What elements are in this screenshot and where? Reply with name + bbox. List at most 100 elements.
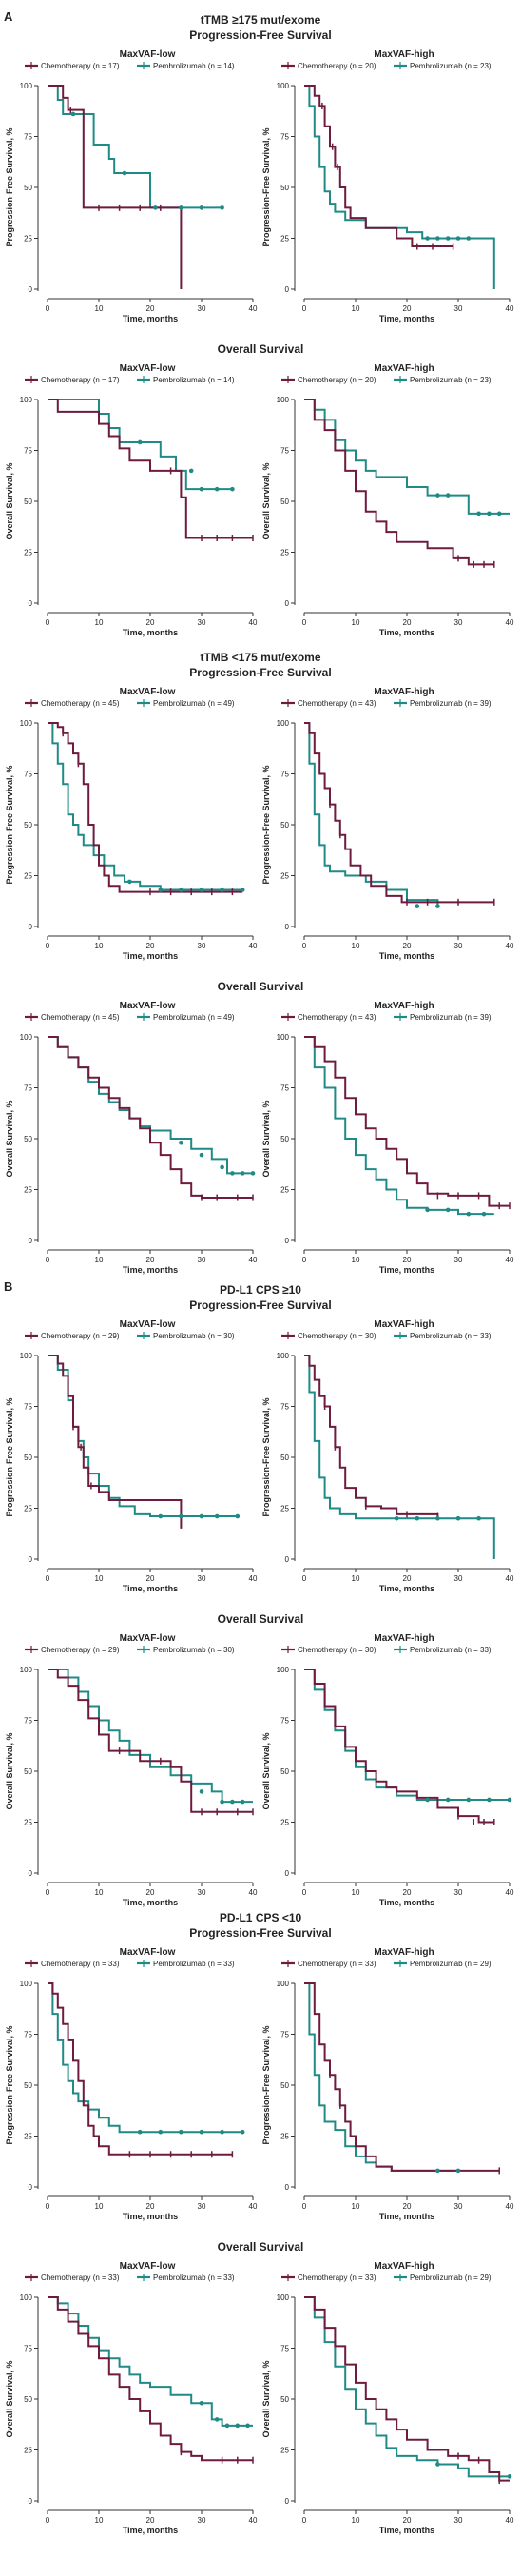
x-axis-label: Time, months: [379, 1898, 434, 1907]
pembrolizumab-curve: [48, 1355, 238, 1518]
x-axis-label: Time, months: [123, 314, 178, 323]
pembro-censor-mark: [199, 205, 204, 210]
plot-subtitle: MaxVAF-low: [120, 687, 176, 697]
legend-pembro-label: Pembrolizumab (n = 14): [153, 376, 235, 384]
plot-subtitle: MaxVAF-high: [374, 1001, 434, 1011]
legend-pembro-label: Pembrolizumab (n = 33): [410, 1332, 492, 1340]
y-axis-label: Progression-Free Survival, %: [261, 1397, 271, 1516]
pembro-censor-mark: [235, 2423, 241, 2429]
y-tick-label: 25: [24, 2447, 32, 2455]
x-tick-label: 10: [352, 304, 360, 313]
y-tick-label: 100: [20, 2293, 33, 2302]
chemotherapy-curve: [304, 1036, 510, 1207]
y-tick-label: 0: [29, 285, 33, 294]
pembro-censor-mark: [220, 888, 224, 892]
y-tick-label: 100: [20, 82, 33, 90]
y-tick-label: 0: [29, 2497, 33, 2506]
y-tick-label: 50: [24, 498, 32, 506]
x-tick-label: 30: [198, 618, 206, 627]
y-tick-label: 50: [280, 2081, 289, 2090]
legend-chemo-label: Chemotherapy (n = 29): [41, 1646, 120, 1654]
x-tick-label: 0: [302, 2202, 307, 2211]
pembro-censor-mark: [235, 1513, 241, 1519]
x-tick-label: 30: [198, 2202, 206, 2211]
km-plot-maxvaf-high: MaxVAF-high Chemotherapy (n = 30) Pembroli…: [261, 1319, 514, 1593]
y-tick-label: 25: [280, 1819, 289, 1827]
y-tick-label: 75: [280, 1403, 289, 1412]
pembro-censor-mark: [487, 511, 492, 517]
pembro-censor-mark: [445, 1207, 451, 1213]
x-tick-label: 10: [95, 942, 104, 950]
x-tick-label: 20: [403, 1888, 412, 1897]
x-axis-label: Time, months: [123, 1898, 178, 1907]
y-tick-label: 100: [20, 1666, 33, 1674]
y-tick-label: 75: [24, 2345, 32, 2353]
y-tick-label: 0: [285, 2183, 290, 2192]
y-axis-label: Overall Survival, %: [5, 1100, 14, 1177]
x-axis-label: Time, months: [379, 628, 434, 637]
pembro-censor-mark: [220, 205, 224, 210]
plot-subtitle: MaxVAF-high: [374, 363, 434, 374]
y-tick-label: 75: [24, 2031, 32, 2039]
y-tick-label: 0: [29, 1555, 33, 1564]
y-tick-label: 25: [280, 2133, 289, 2141]
pembro-censor-mark: [435, 2168, 440, 2174]
x-tick-label: 0: [46, 2202, 50, 2211]
pembro-censor-mark: [435, 2462, 440, 2467]
y-tick-label: 50: [280, 1454, 289, 1462]
group-title: tTMB <175 mut/exome: [200, 651, 321, 664]
x-tick-label: 20: [403, 2516, 412, 2525]
y-tick-label: 75: [24, 771, 32, 779]
pembro-censor-mark: [188, 468, 194, 474]
plot-subtitle: MaxVAF-low: [120, 1001, 176, 1011]
pembro-censor-mark: [445, 493, 451, 498]
pembro-censor-mark: [70, 111, 76, 117]
pembrolizumab-curve: [48, 399, 233, 491]
legend-chemo-label: Chemotherapy (n = 33): [298, 1960, 376, 1968]
y-tick-label: 75: [24, 1403, 32, 1412]
legend-pembro-label: Pembrolizumab (n = 23): [410, 376, 492, 384]
plot-subtitle: MaxVAF-low: [120, 1633, 176, 1644]
y-tick-label: 25: [280, 1186, 289, 1195]
y-axis-label: Overall Survival, %: [5, 462, 14, 539]
pembro-censor-mark: [481, 1211, 487, 1217]
km-plot-maxvaf-high: MaxVAF-high Chemotherapy (n = 20) Pembroli…: [261, 363, 514, 637]
km-plot-maxvaf-high: MaxVAF-high Chemotherapy (n = 33) Pembroli…: [261, 1947, 514, 2221]
plot-subtitle: MaxVAF-low: [120, 49, 176, 60]
x-tick-label: 10: [352, 1574, 360, 1583]
x-tick-label: 20: [146, 304, 155, 313]
x-tick-label: 10: [95, 1256, 104, 1264]
pembro-censor-mark: [466, 1211, 472, 1217]
chemotherapy-curve: [304, 85, 453, 248]
pembro-censor-mark: [245, 2423, 250, 2429]
pembro-censor-mark: [435, 1515, 440, 1521]
pembro-censor-mark: [230, 1799, 235, 1805]
y-tick-label: 75: [280, 1717, 289, 1726]
x-tick-label: 0: [302, 618, 307, 627]
chemotherapy-curve: [48, 1982, 233, 2156]
pembro-censor-mark: [455, 2168, 461, 2174]
pembro-censor-mark: [158, 888, 164, 892]
pembro-censor-mark: [240, 1171, 245, 1176]
y-tick-label: 50: [280, 498, 289, 506]
pembro-censor-mark: [240, 1799, 245, 1805]
legend-pembro-label: Pembrolizumab (n = 33): [410, 1646, 492, 1654]
y-tick-label: 0: [285, 1555, 290, 1564]
y-tick-label: 0: [285, 2497, 290, 2506]
pembro-censor-mark: [240, 2129, 245, 2135]
x-tick-label: 20: [146, 618, 155, 627]
y-tick-label: 0: [285, 923, 290, 931]
chemotherapy-curve: [304, 2296, 510, 2482]
pembro-censor-mark: [466, 236, 472, 241]
pembro-censor-mark: [199, 2400, 204, 2406]
pembro-censor-mark: [214, 2417, 220, 2422]
y-tick-label: 75: [24, 1084, 32, 1093]
x-tick-label: 40: [249, 2202, 258, 2211]
y-tick-label: 0: [285, 285, 290, 294]
pembro-censor-mark: [487, 1797, 492, 1803]
group-title: PD-L1 CPS ≥10: [220, 1283, 301, 1297]
x-tick-label: 0: [46, 1888, 50, 1897]
